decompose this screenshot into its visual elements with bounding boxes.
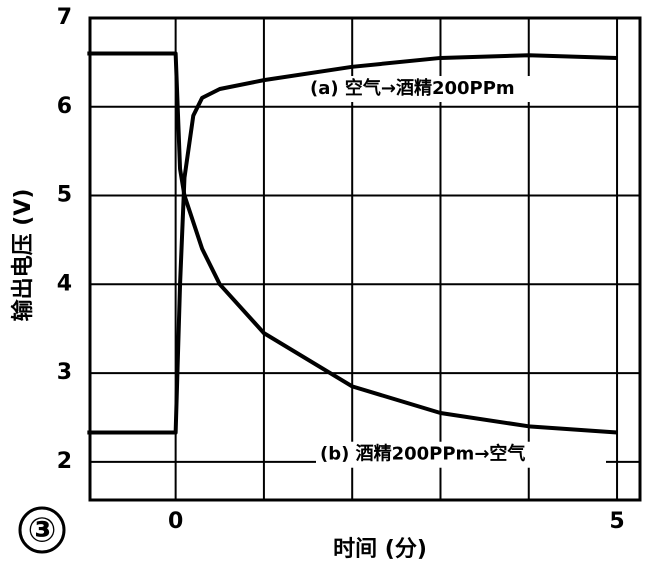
line-series [87, 51, 618, 435]
series-annotation: (b) 酒精200PPm→空气 [320, 443, 525, 465]
annotation-bg [316, 441, 606, 468]
x-axis-label: 时间 (分) [333, 537, 427, 562]
x-tick-label: 5 [609, 509, 624, 534]
series-annotation: (a) 空气→酒精200PPm [310, 77, 515, 99]
y-tick-label: 6 [57, 94, 72, 119]
y-tick-label: 4 [57, 271, 72, 296]
y-tick-label: 2 [57, 449, 72, 474]
line-series [87, 53, 618, 435]
panel-label: ③ [28, 511, 57, 551]
y-tick-label: 7 [57, 5, 72, 30]
y-tick-label: 5 [57, 183, 72, 208]
y-axis-label: 输出电压 (V) [10, 189, 36, 322]
annotation-bg [306, 76, 596, 103]
y-tick-label: 3 [57, 360, 72, 385]
panel-circle [18, 506, 66, 554]
x-tick-label: 0 [168, 509, 183, 534]
